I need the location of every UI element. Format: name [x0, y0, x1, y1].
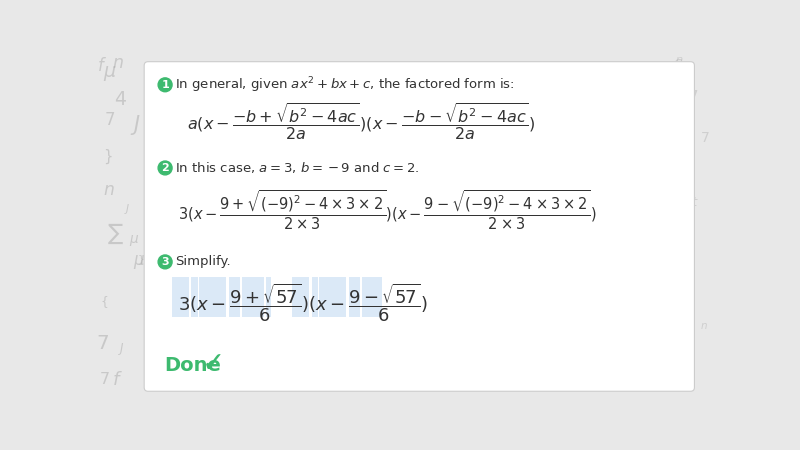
Circle shape [158, 161, 172, 175]
Text: $5$: $5$ [687, 84, 696, 97]
Text: In general, given $ax^2 + bx + c$, the factored form is:: In general, given $ax^2 + bx + c$, the f… [175, 75, 514, 94]
Text: $5$: $5$ [682, 88, 693, 106]
Text: $n$: $n$ [675, 55, 683, 65]
Text: $\}$: $\}$ [137, 253, 144, 267]
Text: $f$: $f$ [113, 371, 123, 389]
Text: $n$: $n$ [112, 54, 124, 72]
Text: $s$: $s$ [673, 56, 682, 71]
FancyBboxPatch shape [144, 62, 694, 391]
Text: $n$: $n$ [103, 181, 115, 199]
Text: $\mu$: $\mu$ [129, 233, 139, 248]
Text: $f$: $f$ [97, 57, 107, 75]
Circle shape [158, 78, 172, 92]
Bar [319, 277, 346, 316]
Text: 1: 1 [162, 80, 169, 90]
Text: $\mu$: $\mu$ [133, 252, 146, 270]
Text: $J$: $J$ [124, 202, 130, 216]
Text: $4$: $4$ [114, 90, 127, 109]
Circle shape [158, 255, 172, 269]
Text: 3: 3 [162, 257, 169, 267]
Text: $n$: $n$ [701, 320, 708, 331]
Text: $a(x - \dfrac{-b + \sqrt{b^2 - 4ac}}{2a})(x - \dfrac{-b - \sqrt{b^2 - 4ac}}{2a}): $a(x - \dfrac{-b + \sqrt{b^2 - 4ac}}{2a}… [187, 101, 536, 142]
Bar [292, 277, 310, 316]
Text: $7$: $7$ [680, 296, 691, 314]
Bar [349, 277, 360, 316]
Text: 2: 2 [162, 163, 169, 173]
Bar [311, 277, 318, 316]
Bar [229, 277, 239, 316]
Text: $7$: $7$ [99, 371, 110, 387]
Text: ✓: ✓ [202, 350, 226, 378]
Text: Done: Done [164, 356, 221, 375]
Bar [362, 277, 382, 316]
Text: Simplify.: Simplify. [175, 256, 231, 268]
Text: $J$: $J$ [130, 113, 141, 138]
Text: $t$: $t$ [691, 196, 699, 209]
Text: $3(x - \dfrac{9 + \sqrt{57}}{6})(x - \dfrac{9 - \sqrt{57}}{6})$: $3(x - \dfrac{9 + \sqrt{57}}{6})(x - \df… [178, 281, 428, 324]
Text: $\sum$: $\sum$ [106, 222, 123, 246]
Bar [242, 277, 263, 316]
Text: $7$: $7$ [104, 111, 115, 129]
Bar [266, 277, 270, 316]
Text: $\{$: $\{$ [100, 294, 108, 310]
Bar [172, 277, 189, 316]
Text: $J$: $J$ [118, 341, 126, 357]
Bar [191, 277, 198, 316]
Text: $s$: $s$ [679, 235, 687, 248]
Text: $\}$: $\}$ [103, 148, 112, 166]
Text: $7$: $7$ [687, 90, 698, 108]
Text: $3(x - \dfrac{9 + \sqrt{(-9)^2 - 4 \times 3 \times 2}}{2 \times 3})(x - \dfrac{9: $3(x - \dfrac{9 + \sqrt{(-9)^2 - 4 \time… [178, 189, 596, 232]
Bar [199, 277, 226, 316]
Text: $7$: $7$ [97, 334, 110, 353]
Text: $7$: $7$ [700, 131, 710, 145]
Text: $\mu$: $\mu$ [103, 63, 117, 83]
Text: In this case, $a = 3$, $b = -9$ and $c = 2$.: In this case, $a = 3$, $b = -9$ and $c =… [175, 161, 420, 176]
